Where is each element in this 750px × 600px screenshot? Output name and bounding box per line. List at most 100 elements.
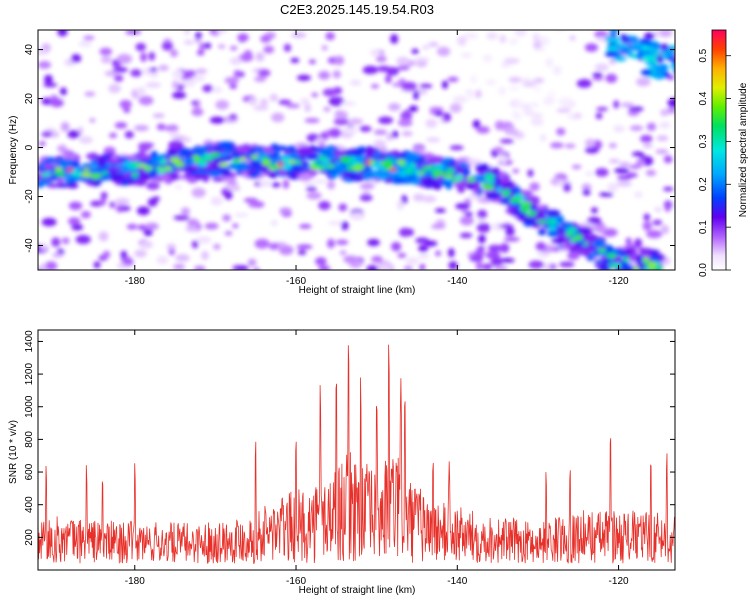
- spectrogram-cell: [643, 257, 650, 262]
- spectrogram-cell: [536, 219, 548, 224]
- spectrogram-cell: [595, 167, 609, 177]
- spectrogram-cell: [475, 89, 482, 99]
- spectrogram-cell: [50, 98, 64, 108]
- spectrogram-frame: [37, 29, 676, 271]
- spectrogram-cell: [512, 112, 522, 120]
- colorbar-label: Normalized spectral amplitude: [738, 82, 749, 217]
- snr-xtick-label: -180: [125, 576, 145, 587]
- spectrogram-cell: [529, 102, 540, 108]
- spectrogram-cell: [39, 263, 47, 270]
- spectrogram-cell: [551, 238, 566, 244]
- spectrogram-cell: [68, 217, 81, 226]
- spectrogram-cell: [586, 255, 594, 262]
- spectrogram-cell: [538, 228, 547, 236]
- spectrogram-cell: [422, 44, 430, 50]
- spectrogram-xtick-label: -120: [609, 276, 629, 287]
- spectrogram-cell: [156, 173, 171, 180]
- spectrogram-ytick-label: 20: [24, 93, 35, 105]
- spectrogram-cell: [594, 63, 609, 72]
- spectrogram-cell: [318, 70, 331, 80]
- spectrogram-cell: [250, 154, 259, 160]
- spectrogram-cell: [573, 112, 582, 119]
- spectrogram-cell: [78, 136, 93, 144]
- spectrogram-cell: [388, 103, 401, 112]
- spectrogram-cell: [528, 260, 545, 269]
- spectrogram-cell: [645, 169, 657, 177]
- spectrogram-cell: [630, 251, 638, 257]
- spectrogram-cell: [547, 230, 560, 237]
- spectrogram-cell: [441, 80, 449, 90]
- spectrogram-ytick-label: -40: [24, 238, 35, 253]
- spectrogram-cell: [229, 45, 238, 51]
- spectrogram-cell: [405, 168, 413, 175]
- colorbar-tick-label: 0.0: [698, 263, 709, 277]
- spectrogram-cell: [318, 200, 331, 211]
- spectrogram-cell: [297, 146, 313, 155]
- spectrogram-cell: [71, 171, 82, 178]
- spectrogram-cell: [321, 45, 328, 51]
- spectrogram-cell: [290, 57, 300, 63]
- spectrogram-cell: [647, 271, 655, 275]
- spectrogram-cell: [217, 44, 226, 49]
- spectrogram-cell: [158, 64, 169, 71]
- spectrogram-cell: [455, 175, 464, 181]
- spectrogram-cell: [151, 178, 159, 184]
- spectrogram-cell: [631, 151, 645, 157]
- spectrogram-cell: [466, 181, 475, 190]
- spectrogram-cell: [367, 238, 380, 247]
- spectrogram-cell: [354, 164, 366, 169]
- spectrogram-cell: [633, 266, 640, 270]
- spectrogram-cell: [237, 33, 249, 42]
- spectrogram-cell: [488, 244, 503, 252]
- spectrogram-cell: [193, 265, 206, 270]
- spectrogram-cell: [498, 86, 506, 96]
- spectrogram-cell: [529, 205, 538, 210]
- spectrogram-cell: [359, 125, 372, 132]
- spectrogram-cell: [60, 121, 70, 132]
- spectrogram-cell: [625, 237, 632, 245]
- spectrogram-cell: [427, 156, 444, 164]
- spectrogram-cell: [653, 266, 664, 270]
- spectrogram-cell: [123, 107, 131, 113]
- spectrogram-cell: [56, 158, 68, 166]
- spectrogram-cell: [658, 30, 673, 38]
- spectrogram-cell: [428, 42, 439, 47]
- spectrogram-cell: [319, 163, 331, 168]
- spectrogram-cell: [397, 118, 413, 127]
- spectrogram-cell: [224, 76, 240, 85]
- spectrogram-cell: [628, 106, 644, 112]
- spectrogram-cell: [477, 218, 485, 223]
- spectrogram-cell: [114, 74, 124, 82]
- spectrogram-cell: [646, 230, 663, 239]
- spectrogram-cell: [609, 58, 616, 65]
- spectrogram-cell: [332, 70, 341, 79]
- spectrogram-cell: [493, 146, 504, 153]
- spectrogram-cell: [270, 219, 278, 226]
- spectrogram-cell: [411, 48, 419, 55]
- spectrogram-cell: [533, 40, 542, 49]
- spectrogram-cell: [259, 180, 271, 187]
- spectrogram-cell: [529, 182, 540, 192]
- spectrogram-cell: [566, 231, 572, 237]
- spectrogram-cell: [476, 126, 490, 134]
- spectrogram-cell: [390, 34, 399, 44]
- snr-ytick-label: 200: [24, 529, 35, 546]
- spectrogram-cell: [241, 171, 248, 178]
- spectrogram-cell: [605, 73, 618, 84]
- spectrogram-cell: [224, 190, 233, 200]
- spectrogram-cell: [184, 70, 197, 77]
- spectrogram-panel: -180 -160 -140 -120 -40 -20 0 20 40 Height of st…: [8, 29, 676, 296]
- spectrogram-cell: [476, 222, 491, 233]
- spectrogram-cell: [499, 138, 514, 144]
- spectrogram-cell: [208, 170, 223, 177]
- spectrogram-cell: [323, 106, 331, 112]
- spectrogram-cell: [83, 167, 90, 171]
- spectrogram-cell: [340, 158, 352, 164]
- spectrogram-cell: [409, 163, 417, 168]
- spectrogram-cell: [159, 158, 168, 165]
- snr-xtick-label: -140: [447, 576, 467, 587]
- spectrogram-cell: [269, 93, 279, 102]
- spectrogram-cell: [261, 159, 272, 166]
- spectrogram-cell: [46, 183, 60, 189]
